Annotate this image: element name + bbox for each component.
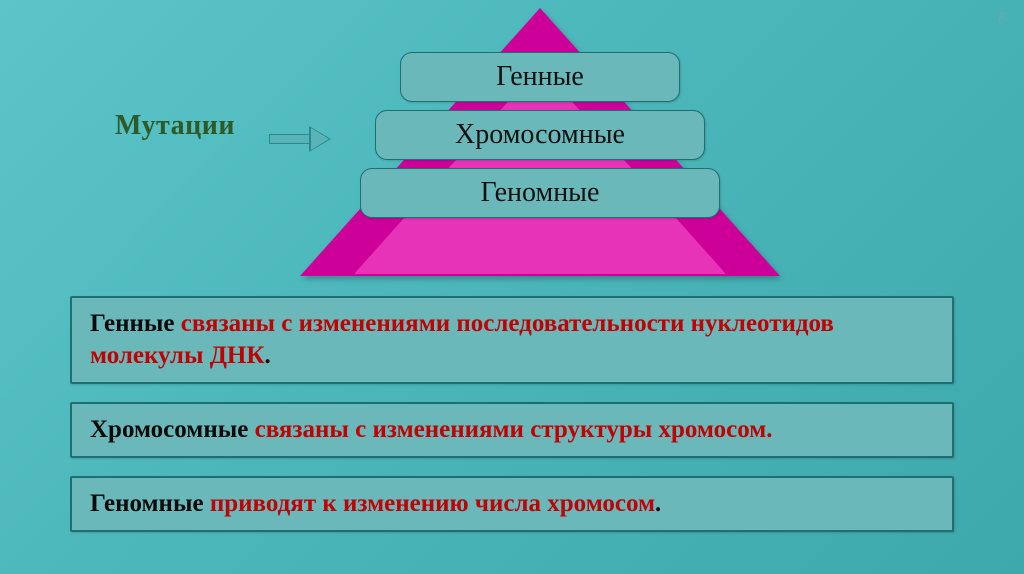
def-1-rest: связаны с изменениями последовательности… — [90, 310, 834, 369]
def-3-dot: . — [655, 490, 661, 517]
def-1-term: Генные — [90, 310, 181, 337]
def-2-term: Хромосомные — [90, 416, 255, 443]
slide-content: Мутации Генные Хромосомные Геномные Генн… — [0, 0, 1024, 574]
pyramid-level-3: Геномные — [360, 168, 720, 218]
pyramid-level-2: Хромосомные — [375, 110, 705, 160]
definition-3: Геномные приводят к изменению числа хром… — [70, 476, 954, 532]
def-1-dot: . — [265, 342, 271, 369]
pyramid: Генные Хромосомные Геномные — [300, 8, 780, 278]
definitions: Генные связаны с изменениями последовате… — [70, 296, 954, 550]
def-3-term: Геномные — [90, 490, 210, 517]
definition-2: Хромосомные связаны с изменениями структ… — [70, 402, 954, 458]
def-2-rest: связаны с изменениями структуры хромосом… — [255, 416, 773, 443]
definition-1: Генные связаны с изменениями последовате… — [70, 296, 954, 384]
title: Мутации — [115, 110, 235, 142]
pyramid-level-1: Генные — [400, 52, 680, 102]
def-3-rest: приводят к изменению числа хромосом — [210, 490, 655, 517]
top-region: Мутации Генные Хромосомные Геномные — [0, 8, 1024, 278]
